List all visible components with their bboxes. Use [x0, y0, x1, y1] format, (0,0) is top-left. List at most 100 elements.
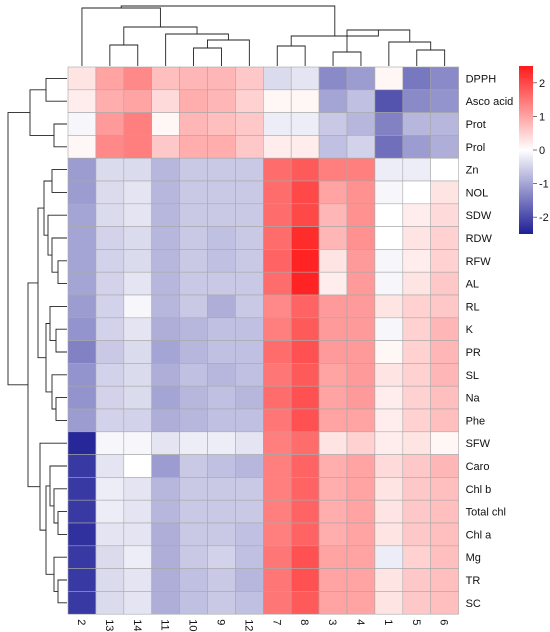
heatmap-cell: [235, 112, 264, 136]
column-dendrogram-branch: [193, 47, 222, 66]
heatmap-cell: [430, 89, 459, 113]
heatmap-cell: [346, 112, 376, 136]
heatmap-cell: [67, 271, 97, 296]
heatmap-cell: [207, 294, 236, 319]
heatmap-cell: [151, 180, 180, 205]
heatmap-cell: [374, 340, 404, 364]
heatmap-cell: [179, 340, 208, 364]
heatmap-cell: [95, 363, 125, 387]
row-dendrogram-branch: [53, 488, 67, 524]
heatmap-cell: [67, 454, 97, 478]
heatmap-cell: [290, 271, 320, 296]
heatmap-cell: [179, 112, 208, 136]
heatmap-cell: [290, 522, 320, 547]
heatmap-cell: [179, 157, 208, 182]
heatmap-cell: [374, 180, 404, 205]
heatmap-cell: [262, 180, 292, 205]
row-dendrogram-branch: [45, 323, 52, 393]
heatmap-cell: [262, 317, 292, 341]
heatmap-cell: [235, 249, 264, 273]
heatmap-cell: [207, 249, 236, 273]
heatmap-cell: [346, 226, 376, 250]
column-label: 1: [382, 619, 394, 625]
heatmap-cell: [123, 203, 153, 227]
heatmap-cell: [151, 477, 180, 501]
row-label: Phe: [466, 415, 486, 427]
heatmap-cell: [179, 385, 208, 410]
heatmap-cell: [346, 271, 376, 296]
heatmap-cell: [235, 454, 264, 478]
heatmap-cell: [207, 112, 236, 136]
heatmap-cell: [262, 568, 292, 592]
heatmap-cell: [123, 66, 153, 91]
heatmap-cell: [430, 294, 459, 319]
heatmap-cell: [402, 180, 431, 205]
heatmap-cell: [67, 317, 97, 341]
heatmap-cell: [179, 66, 208, 91]
heatmap-cell: [67, 226, 97, 250]
heatmap-cell: [179, 454, 208, 478]
heatmap-cell: [374, 454, 404, 478]
heatmap-cell: [318, 591, 348, 615]
heatmap-cell: [318, 317, 348, 341]
heatmap-cell: [123, 157, 153, 182]
heatmap-cell: [290, 317, 320, 341]
heatmap-cell: [207, 89, 236, 113]
heatmap-cell: [262, 294, 292, 319]
heatmap-cell: [290, 477, 320, 501]
heatmap-cell: [346, 385, 376, 410]
heatmap-cell: [318, 66, 348, 91]
heatmap-cell: [179, 89, 208, 113]
row-dendrogram-branch: [51, 237, 67, 273]
heatmap-cell: [123, 340, 153, 364]
heatmap-cell: [430, 363, 459, 387]
column-label: 3: [326, 619, 338, 625]
heatmap-cell: [123, 568, 153, 592]
row-label: SFW: [466, 438, 491, 450]
heatmap-cell: [95, 454, 125, 478]
heatmap-cell: [207, 568, 236, 592]
heatmap-cell: [346, 545, 376, 569]
heatmap-cell: [346, 431, 376, 455]
heatmap-cell: [318, 408, 348, 433]
row-label: RDW: [466, 233, 493, 245]
heatmap-cell: [235, 157, 264, 182]
row-dendrogram-branch: [53, 556, 67, 592]
heatmap-cell: [346, 157, 376, 182]
heatmap-cell: [123, 317, 153, 341]
heatmap-cell: [151, 340, 180, 364]
heatmap-cell: [402, 340, 431, 364]
heatmap-cell: [262, 522, 292, 547]
heatmap-cell: [95, 271, 125, 296]
heatmap-cell: [318, 203, 348, 227]
heatmap-cell: [402, 89, 431, 113]
heatmap-cell: [374, 545, 404, 569]
heatmap-cell: [67, 112, 97, 136]
heatmap-cell: [151, 317, 180, 341]
heatmap-cell: [179, 271, 208, 296]
row-dendrogram-branch: [49, 465, 67, 507]
row-label: Caro: [466, 461, 490, 473]
column-dendrogram-branch: [332, 51, 362, 66]
heatmap-cell: [290, 249, 320, 273]
heatmap-cell: [235, 226, 264, 250]
heatmap-cell: [207, 431, 236, 455]
heatmap-cell: [290, 203, 320, 227]
heatmap-cell: [123, 408, 153, 433]
heatmap-cell: [235, 294, 264, 319]
heatmap-cell: [95, 568, 125, 592]
heatmap-cell: [95, 294, 125, 319]
heatmap-cell: [95, 89, 125, 113]
row-label: Na: [466, 393, 481, 405]
row-label: NOL: [466, 187, 489, 199]
heatmap-cell: [262, 66, 292, 91]
heatmap-cell: [402, 294, 431, 319]
heatmap-cell: [179, 591, 208, 615]
heatmap-cell: [402, 317, 431, 341]
heatmap-cell: [430, 112, 459, 136]
heatmap-cell: [430, 317, 459, 341]
heatmap-cell: [207, 385, 236, 410]
heatmap-cell: [318, 112, 348, 136]
heatmap-cell: [95, 317, 125, 341]
row-dendrogram-branch: [47, 214, 67, 256]
